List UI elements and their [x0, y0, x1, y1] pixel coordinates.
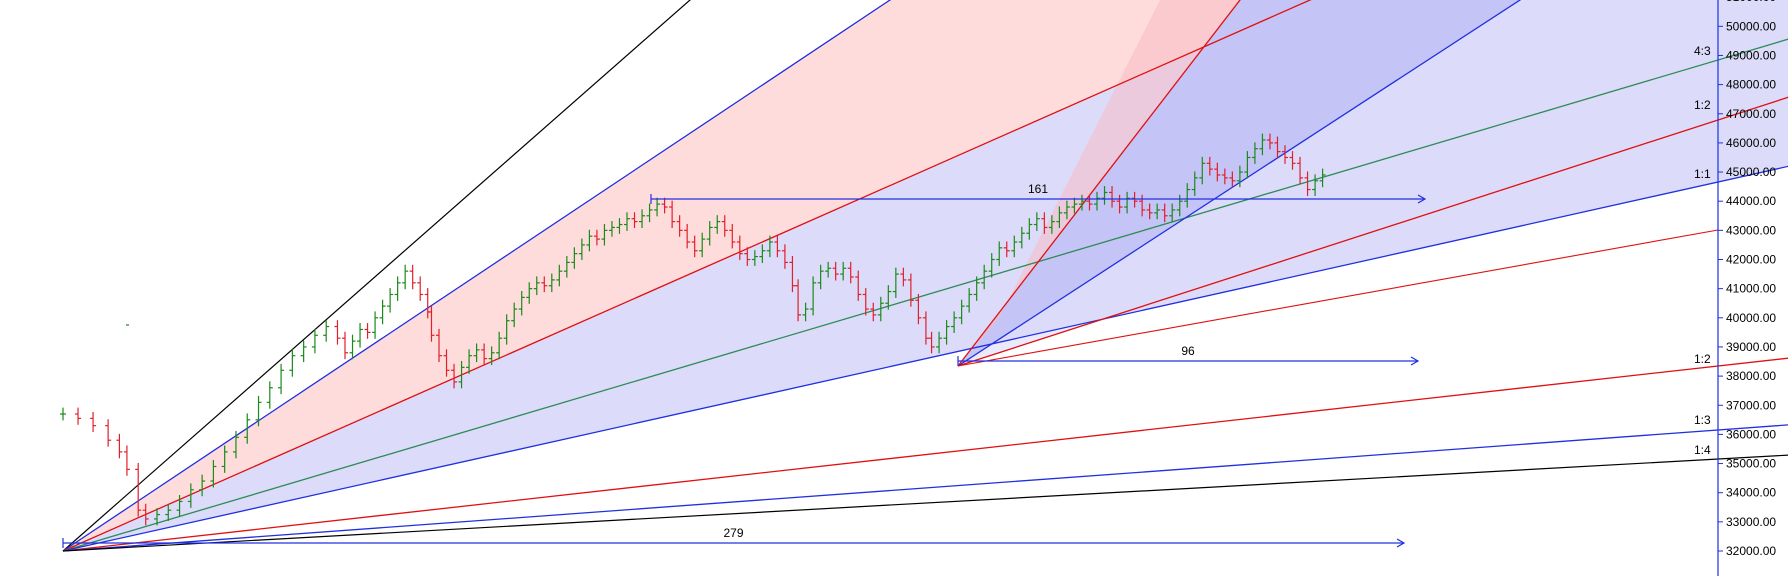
fan-line-blue-top — [62, 0, 892, 552]
y-tick-label: 36000.00 — [1726, 427, 1776, 441]
measure-279-head — [1396, 538, 1406, 548]
fan-line-red-top — [62, 0, 1312, 552]
y-tick-label: 40000.00 — [1726, 311, 1776, 325]
line-ratio-label: 1:1 — [1694, 167, 1711, 181]
fan-lines — [62, 0, 1788, 552]
measure-96-head — [1410, 356, 1420, 366]
y-tick-label: 32000.00 — [1726, 544, 1776, 558]
line-labels: 4:3 1:2 1:1 1:2 1:3 1:4 — [1694, 44, 1711, 457]
y-tick-label: 39000.00 — [1726, 340, 1776, 354]
y-tick-label: 33000.00 — [1726, 515, 1776, 529]
y-tick-label: 47000.00 — [1726, 107, 1776, 121]
fan-fills — [63, 0, 1788, 551]
price-axis[interactable]: 32000.00 33000.00 34000.00 35000.00 36000.00… — [1717, 0, 1776, 576]
line-ratio-label: 1:2 — [1694, 352, 1711, 366]
y-tick-label: 43000.00 — [1726, 223, 1776, 237]
y-tick-label: 38000.00 — [1726, 369, 1776, 383]
measure-161-label: 161 — [1028, 182, 1048, 196]
y-tick-label: 44000.00 — [1726, 194, 1776, 208]
y-tick-label: 48000.00 — [1726, 78, 1776, 92]
y-tick-label: 37000.00 — [1726, 398, 1776, 412]
fan-line-black-top — [62, 0, 691, 552]
price-bars — [60, 133, 1326, 526]
y-tick-label: 51000.00 — [1726, 0, 1776, 4]
fan-line-blue-1-1 — [62, 165, 1788, 552]
fan-line-green-4-3 — [62, 38, 1788, 552]
y-tick-label: 42000.00 — [1726, 253, 1776, 267]
measure-arrows: 161 96 279 — [62, 182, 1427, 548]
measure-279-label: 279 — [723, 526, 743, 540]
fan-line-red-1-2 — [62, 357, 1788, 552]
y-tick-label: 46000.00 — [1726, 136, 1776, 150]
line-ratio-label: 1:3 — [1694, 413, 1711, 427]
line-ratio-label: 1:4 — [1694, 443, 1711, 457]
measure-96-label: 96 — [1181, 344, 1195, 358]
y-tick-label: 41000.00 — [1726, 282, 1776, 296]
y-tick-label: 49000.00 — [1726, 48, 1776, 62]
fan2-line-blue — [957, 0, 1522, 367]
measure-161-head — [1417, 194, 1427, 204]
y-tick-label: 35000.00 — [1726, 457, 1776, 471]
fan-line-blue-1-3 — [62, 424, 1788, 552]
y-tick-label: 50000.00 — [1726, 19, 1776, 33]
y-tick-label: 34000.00 — [1726, 486, 1776, 500]
line-ratio-label: 4:3 — [1694, 44, 1711, 58]
line-ratio-label: 1:2 — [1694, 98, 1711, 112]
fan-line-black-1-4 — [62, 454, 1788, 552]
y-tick-label: 45000.00 — [1726, 165, 1776, 179]
fan-fill-blue-2 — [958, 0, 1788, 366]
fan2-line-red-1-2 — [957, 229, 1719, 367]
fan2-line-red-low — [957, 96, 1788, 367]
